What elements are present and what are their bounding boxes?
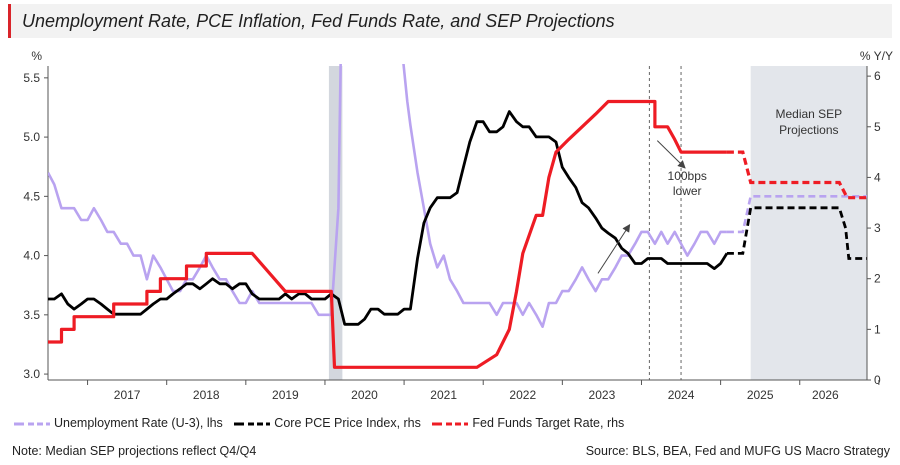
right-tick-label: 5: [874, 120, 881, 134]
annotation-text-line2: lower: [673, 184, 702, 198]
legend-swatch-core-pce: [234, 418, 271, 428]
right-tick-label: 4: [874, 170, 881, 184]
legend-item-fed-funds: Fed Funds Target Rate, rhs: [432, 416, 624, 430]
legend: Unemployment Rate (U-3), lhs Core PCE Pr…: [14, 416, 632, 432]
legend-swatch-unemployment: [14, 418, 50, 428]
left-axis-unit: %: [31, 49, 42, 63]
title-accent-bar: [8, 4, 11, 38]
x-tick-label: 2019: [272, 388, 299, 402]
left-tick-label: 5.5: [23, 71, 40, 85]
legend-item-unemployment: Unemployment Rate (U-3), lhs: [14, 416, 223, 430]
legend-label-unemployment: Unemployment Rate (U-3), lhs: [54, 416, 223, 430]
legend-label-fed-funds: Fed Funds Target Rate, rhs: [472, 416, 625, 430]
x-tick-label: 2026: [812, 388, 839, 402]
x-tick-label: 2025: [747, 388, 774, 402]
title-bar: Unemployment Rate, PCE Inflation, Fed Fu…: [8, 4, 892, 38]
left-tick-label: 4.0: [23, 249, 40, 263]
right-tick-label: 0: [874, 373, 881, 387]
sep-shading: [750, 66, 867, 380]
unemployment-line-projection: [726, 195, 867, 234]
x-tick-label: 2022: [509, 388, 536, 402]
left-tick-label: 5.0: [23, 130, 40, 144]
legend-label-core-pce: Core PCE Price Index, rhs: [274, 416, 421, 430]
fed-funds-line: [48, 99, 727, 369]
unemployment-line: [48, 64, 342, 317]
sep-label-line2: Projections: [779, 123, 838, 137]
footer-source: Source: BLS, BEA, Fed and MUFG US Macro …: [585, 444, 890, 458]
core-pce-line: [48, 110, 729, 326]
x-tick-label: 2023: [589, 388, 616, 402]
legend-item-core-pce: Core PCE Price Index, rhs: [234, 416, 421, 430]
annotation-arrow-2: [656, 140, 686, 169]
annotation-text-line1: 100bps: [668, 169, 707, 183]
footer-note: Note: Median SEP projections reflect Q4/…: [12, 444, 257, 458]
right-tick-label: 1: [874, 322, 881, 336]
right-tick-label: 3: [874, 221, 881, 235]
left-tick-label: 3.0: [23, 367, 40, 381]
x-tick-label: 2020: [351, 388, 378, 402]
left-tick-label: 3.5: [23, 308, 40, 322]
x-tick-label: 2024: [668, 388, 695, 402]
right-tick-label: 2: [874, 272, 881, 286]
unemployment-line-segment-2: [402, 64, 727, 328]
chart-title: Unemployment Rate, PCE Inflation, Fed Fu…: [22, 11, 615, 31]
x-tick-label: 2021: [430, 388, 457, 402]
annotation-arrow-1: [597, 223, 631, 274]
legend-swatch-fed-funds: [432, 418, 469, 428]
x-tick-label: 2018: [193, 388, 220, 402]
right-tick-label: 6: [874, 69, 881, 83]
sep-label-line1: Median SEP: [775, 107, 842, 121]
right-axis-unit: % Y/Y: [860, 49, 893, 63]
fed-funds-line-projection: [726, 150, 867, 200]
left-tick-label: 4.5: [23, 189, 40, 203]
core-pce-line-projection: [726, 206, 867, 260]
x-tick-label: 2017: [114, 388, 141, 402]
